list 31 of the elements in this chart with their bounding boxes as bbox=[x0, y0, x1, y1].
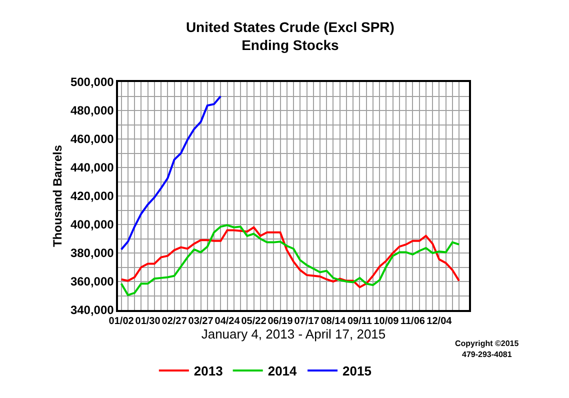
y-tick-label: 400,000 bbox=[70, 218, 114, 232]
x-tick-label: 02/27 bbox=[162, 316, 188, 327]
x-tick-label: 01/02 bbox=[108, 316, 134, 327]
x-tick-label: 03/27 bbox=[188, 316, 214, 327]
x-tick-label: 06/19 bbox=[268, 316, 294, 327]
legend-label: 2013 bbox=[194, 364, 223, 379]
y-tick-label: 440,000 bbox=[70, 160, 114, 175]
text: 479-293-4081 bbox=[462, 350, 512, 359]
x-tick-label: 01/30 bbox=[135, 316, 161, 327]
x-tick-label: 10/09 bbox=[374, 316, 400, 327]
y-tick-label: 480,000 bbox=[70, 104, 114, 118]
x-axis-title: January 4, 2013 - April 17, 2015 bbox=[201, 326, 386, 342]
x-tick-label: 09/11 bbox=[347, 316, 372, 327]
legend-label: 2014 bbox=[268, 364, 298, 379]
y-tick-label: 420,000 bbox=[70, 189, 114, 204]
y-axis-title: Thousand Barrels bbox=[50, 144, 64, 248]
line-series bbox=[120, 95, 222, 250]
x-tick-label: 12/04 bbox=[426, 316, 452, 327]
x-tick-label: 05/22 bbox=[241, 316, 267, 327]
x-tick-label: 11/06 bbox=[400, 316, 426, 327]
y-tick-label: 340,000 bbox=[70, 303, 114, 318]
x-tick-label: 08/14 bbox=[320, 316, 346, 327]
text: Copyright ©2015 bbox=[455, 339, 520, 348]
chart-title: United States Crude (Excl SPR) Ending Stocks bbox=[186, 18, 394, 54]
x-tick-label: 07/17 bbox=[294, 316, 320, 327]
legend-label: 2015 bbox=[342, 364, 372, 379]
y-tick-label: 380,000 bbox=[70, 246, 114, 260]
x-tick-label: 04/24 bbox=[214, 316, 240, 327]
y-tick-label: 460,000 bbox=[70, 132, 114, 146]
y-tick-label: 360,000 bbox=[70, 274, 114, 289]
y-tick-label: 500,000 bbox=[70, 75, 114, 90]
